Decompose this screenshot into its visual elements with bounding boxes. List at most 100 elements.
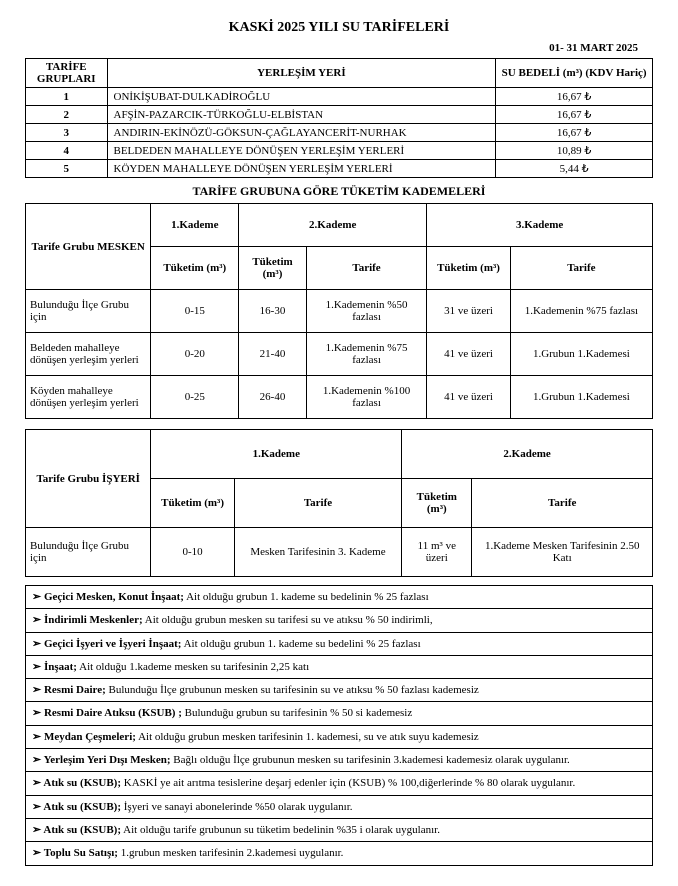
note-text: Ait olduğu grubun 1. kademe su bedelinin…: [184, 591, 429, 603]
note-item: Meydan Çeşmeleri; Ait olduğu grubun mesk…: [26, 726, 652, 749]
note-label: Meydan Çeşmeleri;: [44, 731, 136, 743]
isyeri-k2: 2.Kademe: [402, 430, 653, 479]
note-item: Atık su (KSUB); KASKİ ye ait arıtma tesi…: [26, 772, 652, 795]
mesken-row-tar3: 1.Grubun 1.Kademesi: [510, 333, 652, 376]
tarife-place: BELDEDEN MAHALLEYE DÖNÜŞEN YERLEŞİM YERL…: [107, 142, 496, 160]
mesken-row-name: Bulunduğu İlçe Grubu için: [26, 290, 151, 333]
mesken-row-tar2: 1.Kademenin %50 fazlası: [306, 290, 426, 333]
mesken-tar2: Tarife: [306, 247, 426, 290]
note-text: Bulunduğu İlçe grubunun mesken su tarife…: [106, 684, 479, 696]
note-label: Yerleşim Yeri Dışı Mesken;: [44, 754, 171, 766]
th-group: TARİFE GRUPLARI: [26, 59, 108, 88]
tarife-id: 4: [26, 142, 108, 160]
tarife-id: 1: [26, 88, 108, 106]
note-label: Geçici İşyeri ve İşyeri İnşaat;: [44, 638, 181, 650]
mesken-row-name: Köyden mahalleye dönüşen yerleşim yerler…: [26, 376, 151, 419]
note-label: Atık su (KSUB);: [43, 777, 121, 789]
mesken-row: Köyden mahalleye dönüşen yerleşim yerler…: [26, 376, 653, 419]
isyeri-rowheader: Tarife Grubu İŞYERİ: [26, 430, 151, 528]
note-text: KASKİ ye ait arıtma tesislerine deşarj e…: [121, 777, 575, 789]
note-item: Geçici İşyeri ve İşyeri İnşaat; Ait oldu…: [26, 633, 652, 656]
note-label: Geçici Mesken, Konut İnşaat;: [44, 591, 184, 603]
isyeri-row-t2: 11 m³ ve üzeri: [402, 528, 472, 577]
tarife-price: 16,67 ₺: [496, 106, 653, 124]
mesken-row-t2: 16-30: [239, 290, 307, 333]
mesken-row: Beldeden mahalleye dönüşen yerleşim yerl…: [26, 333, 653, 376]
mesken-row-tar2: 1.Kademenin %100 fazlası: [306, 376, 426, 419]
tarife-price: 5,44 ₺: [496, 160, 653, 178]
note-text: Ait olduğu grubun mesken tarifesinin 1. …: [136, 731, 479, 743]
note-label: Resmi Daire Atıksu (KSUB) ;: [44, 707, 182, 719]
mesken-row-t1: 0-15: [151, 290, 239, 333]
mesken-k2: 2.Kademe: [239, 204, 427, 247]
note-text: İşyeri ve sanayi abonelerinde %50 olarak…: [121, 801, 353, 813]
mesken-table: Tarife Grubu MESKEN 1.Kademe 2.Kademe 3.…: [25, 203, 653, 419]
note-label: İndirimli Meskenler;: [44, 614, 143, 626]
note-text: Bulunduğu grubun su tarifesinin % 50 si …: [182, 707, 412, 719]
mesken-k1: 1.Kademe: [151, 204, 239, 247]
isyeri-row-tar1: Mesken Tarifesinin 3. Kademe: [234, 528, 401, 577]
note-text: Ait olduğu tarife grubunun su tüketim be…: [121, 824, 440, 836]
note-label: Atık su (KSUB);: [43, 824, 121, 836]
isyeri-row-name: Bulunduğu İlçe Grubu için: [26, 528, 151, 577]
tarife-place: ANDIRIN-EKİNÖZÜ-GÖKSUN-ÇAĞLAYANCERİT-NUR…: [107, 124, 496, 142]
mesken-row-t2: 26-40: [239, 376, 307, 419]
isyeri-k1: 1.Kademe: [151, 430, 402, 479]
mesken-tuk2: Tüketim (m³): [239, 247, 307, 290]
mesken-row-t1: 0-25: [151, 376, 239, 419]
mesken-tuk3: Tüketim (m³): [427, 247, 511, 290]
isyeri-tar2: Tarife: [472, 479, 653, 528]
mesken-row-t1: 0-20: [151, 333, 239, 376]
mesken-row-t2: 21-40: [239, 333, 307, 376]
tarife-row: 5KÖYDEN MAHALLEYE DÖNÜŞEN YERLEŞİM YERLE…: [26, 160, 653, 178]
mesken-row-t3: 31 ve üzeri: [427, 290, 511, 333]
tarife-place: ONİKİŞUBAT-DULKADİROĞLU: [107, 88, 496, 106]
tarife-gruplari-table: TARİFE GRUPLARI YERLEŞİM YERİ SU BEDELİ …: [25, 58, 653, 178]
note-label: Resmi Daire;: [44, 684, 106, 696]
isyeri-row: Bulunduğu İlçe Grubu için 0-10 Mesken Ta…: [26, 528, 653, 577]
note-text: Bağlı olduğu İlçe grubunun mesken su tar…: [171, 754, 570, 766]
tarife-id: 5: [26, 160, 108, 178]
note-item: Atık su (KSUB); İşyeri ve sanayi abonele…: [26, 796, 652, 819]
mesken-row-tar2: 1.Kademenin %75 fazlası: [306, 333, 426, 376]
mesken-tuk1: Tüketim (m³): [151, 247, 239, 290]
note-item: Resmi Daire; Bulunduğu İlçe grubunun mes…: [26, 679, 652, 702]
note-label: Toplu Su Satışı;: [44, 847, 118, 859]
note-item: İnşaat; Ait olduğu 1.kademe mesken su ta…: [26, 656, 652, 679]
tarife-price: 10,89 ₺: [496, 142, 653, 160]
note-text: Ait olduğu grubun mesken su tarifesi su …: [143, 614, 433, 626]
date-range: 01- 31 MART 2025: [25, 42, 638, 54]
tarife-row: 4BELDEDEN MAHALLEYE DÖNÜŞEN YERLEŞİM YER…: [26, 142, 653, 160]
tarife-place: KÖYDEN MAHALLEYE DÖNÜŞEN YERLEŞİM YERLER…: [107, 160, 496, 178]
tarife-row: 1ONİKİŞUBAT-DULKADİROĞLU16,67 ₺: [26, 88, 653, 106]
isyeri-tuk1: Tüketim (m³): [151, 479, 234, 528]
note-label: İnşaat;: [44, 661, 77, 673]
mesken-row: Bulunduğu İlçe Grubu için0-1516-301.Kade…: [26, 290, 653, 333]
note-item: Geçici Mesken, Konut İnşaat; Ait olduğu …: [26, 586, 652, 609]
kademe-title: TARİFE GRUBUNA GÖRE TÜKETİM KADEMELERİ: [25, 184, 653, 199]
mesken-row-t3: 41 ve üzeri: [427, 333, 511, 376]
note-label: Atık su (KSUB);: [43, 801, 121, 813]
note-text: 1.grubun mesken tarifesinin 2.kademesi u…: [118, 847, 343, 859]
mesken-tar3: Tarife: [510, 247, 652, 290]
note-text: Ait olduğu grubun 1. kademe su bedelini …: [181, 638, 420, 650]
tarife-id: 2: [26, 106, 108, 124]
isyeri-tar1: Tarife: [234, 479, 401, 528]
note-text: Ait olduğu 1.kademe mesken su tarifesini…: [77, 661, 309, 673]
notes-list: Geçici Mesken, Konut İnşaat; Ait olduğu …: [25, 585, 653, 866]
tarife-row: 3ANDIRIN-EKİNÖZÜ-GÖKSUN-ÇAĞLAYANCERİT-NU…: [26, 124, 653, 142]
mesken-row-name: Beldeden mahalleye dönüşen yerleşim yerl…: [26, 333, 151, 376]
mesken-rowheader: Tarife Grubu MESKEN: [26, 204, 151, 290]
tarife-price: 16,67 ₺: [496, 88, 653, 106]
mesken-k3: 3.Kademe: [427, 204, 653, 247]
mesken-row-t3: 41 ve üzeri: [427, 376, 511, 419]
tarife-row: 2AFŞİN-PAZARCIK-TÜRKOĞLU-ELBİSTAN16,67 ₺: [26, 106, 653, 124]
tarife-price: 16,67 ₺: [496, 124, 653, 142]
note-item: Resmi Daire Atıksu (KSUB) ; Bulunduğu gr…: [26, 702, 652, 725]
note-item: Yerleşim Yeri Dışı Mesken; Bağlı olduğu …: [26, 749, 652, 772]
isyeri-row-tar2: 1.Kademe Mesken Tarifesinin 2.50 Katı: [472, 528, 653, 577]
note-item: Toplu Su Satışı; 1.grubun mesken tarifes…: [26, 842, 652, 865]
mesken-row-tar3: 1.Grubun 1.Kademesi: [510, 376, 652, 419]
page-title: KASKİ 2025 YILI SU TARİFELERİ: [25, 20, 653, 36]
isyeri-table: Tarife Grubu İŞYERİ 1.Kademe 2.Kademe Tü…: [25, 429, 653, 577]
